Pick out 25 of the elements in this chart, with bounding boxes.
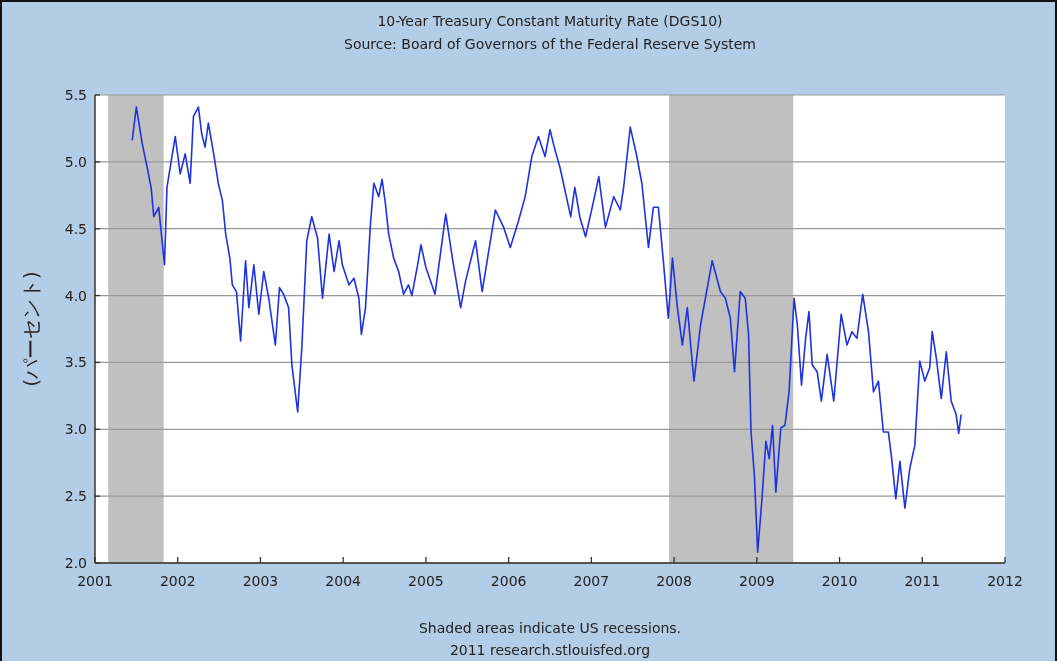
x-tick-label: 2005 (408, 573, 444, 589)
x-tick-label: 2009 (739, 573, 775, 589)
x-tick-label: 2007 (573, 573, 610, 589)
y-tick-label: 4.5 (64, 220, 87, 237)
x-tick-label: 2004 (325, 573, 362, 589)
x-tick-label: 2002 (159, 573, 196, 589)
x-tick-label: 2010 (821, 573, 858, 589)
chart-title: 10-Year Treasury Constant Maturity Rate (DGS10) (377, 13, 723, 29)
y-tick-label: 5.5 (64, 87, 87, 103)
y-tick-label: 3.0 (64, 421, 87, 438)
x-tick-label: 2011 (904, 573, 941, 589)
y-tick-label: 2.5 (64, 488, 87, 505)
y-tick-label: 4.0 (64, 287, 87, 304)
text: 2011 research.stlouisfed.org (449, 642, 651, 658)
chart-subtitle: Source: Board of Governors of the Federal Reserve System (344, 36, 756, 52)
x-tick-label: 2012 (987, 573, 1023, 589)
y-tick-label: 3.5 (64, 354, 87, 371)
y-tick-label: 2.0 (64, 555, 87, 571)
x-tick-label: 2008 (656, 573, 692, 589)
y-tick-label: 5.0 (64, 153, 87, 170)
y-axis-title: (パーセント) (19, 271, 43, 387)
x-tick-label: 2001 (77, 573, 113, 589)
x-tick-label: 2006 (490, 573, 527, 589)
text: Shaded areas indicate US recessions. (418, 620, 682, 636)
x-tick-label: 2003 (242, 573, 279, 589)
